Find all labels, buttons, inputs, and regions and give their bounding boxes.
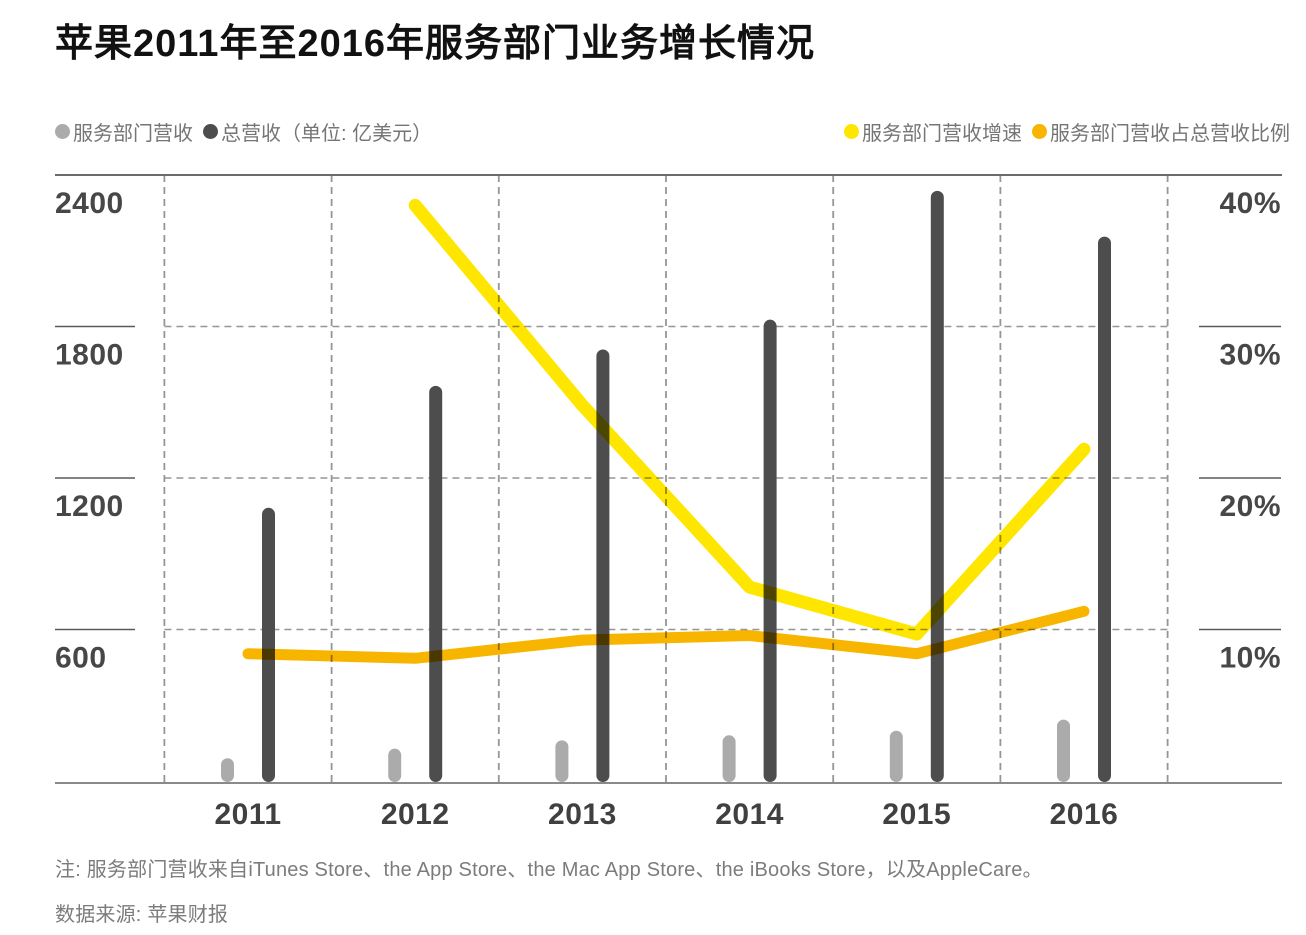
legend-item-services-share: 服务部门营收占总营收比例 [1032,117,1290,146]
legend-dot-icon [203,124,218,139]
legend-item-services-revenue: 服务部门营收 [55,117,193,146]
x-axis-year-label: 2013 [548,798,617,831]
x-axis-year-label: 2015 [882,798,951,831]
line-services-share [242,605,1090,664]
bar-total-revenue [262,507,275,782]
x-axis-year-label: 2016 [1050,798,1119,831]
x-axis-year-label: 2012 [381,798,450,831]
right-axis-label: 30% [1219,339,1281,372]
bar-services-revenue [388,748,402,782]
legend-item-total-revenue: 总营收（单位: 亿美元） [203,117,432,146]
legend-right: 服务部门营收增速 服务部门营收占总营收比例 [844,117,1290,146]
legend-label: 总营收（单位: 亿美元） [221,123,433,145]
line-services-growth [408,198,1091,641]
bar-services-revenue [722,735,736,782]
x-axis-year-label: 2014 [715,798,784,831]
legend-item-services-growth: 服务部门营收增速 [844,117,1022,146]
legend-label: 服务部门营收占总营收比例 [1050,123,1290,145]
chart-title: 苹果2011年至2016年服务部门业务增长情况 [55,23,815,65]
bar-total-revenue [596,349,610,782]
bar-total-revenue [763,319,777,782]
legend-label: 服务部门营收 [73,123,193,145]
footnote: 注: 服务部门营收来自iTunes Store、the App Store、th… [55,859,1043,881]
bar-services-revenue [889,730,903,782]
left-axis-label: 1200 [55,490,124,523]
data-source: 数据来源: 苹果财报 [55,904,229,926]
right-axis-label: 10% [1219,642,1281,675]
bar-services-revenue [221,758,234,782]
right-axis-label: 40% [1219,187,1281,220]
right-axis-label: 20% [1219,490,1281,523]
legend-dot-icon [55,124,70,139]
bar-services-revenue [1057,719,1070,782]
left-axis-label: 600 [55,642,107,675]
bar-services-revenue [555,740,569,782]
left-axis-label: 2400 [55,187,124,220]
bar-total-revenue [930,190,944,783]
x-axis-year-label: 2011 [214,798,281,831]
legend-dot-icon [844,124,859,139]
bar-total-revenue [1098,236,1111,783]
legend-label: 服务部门营收增速 [862,123,1022,145]
left-axis-label: 1800 [55,339,124,372]
bar-total-revenue [429,385,443,782]
legend-dot-icon [1032,124,1047,139]
legend-left: 服务部门营收 总营收（单位: 亿美元） [55,117,432,146]
